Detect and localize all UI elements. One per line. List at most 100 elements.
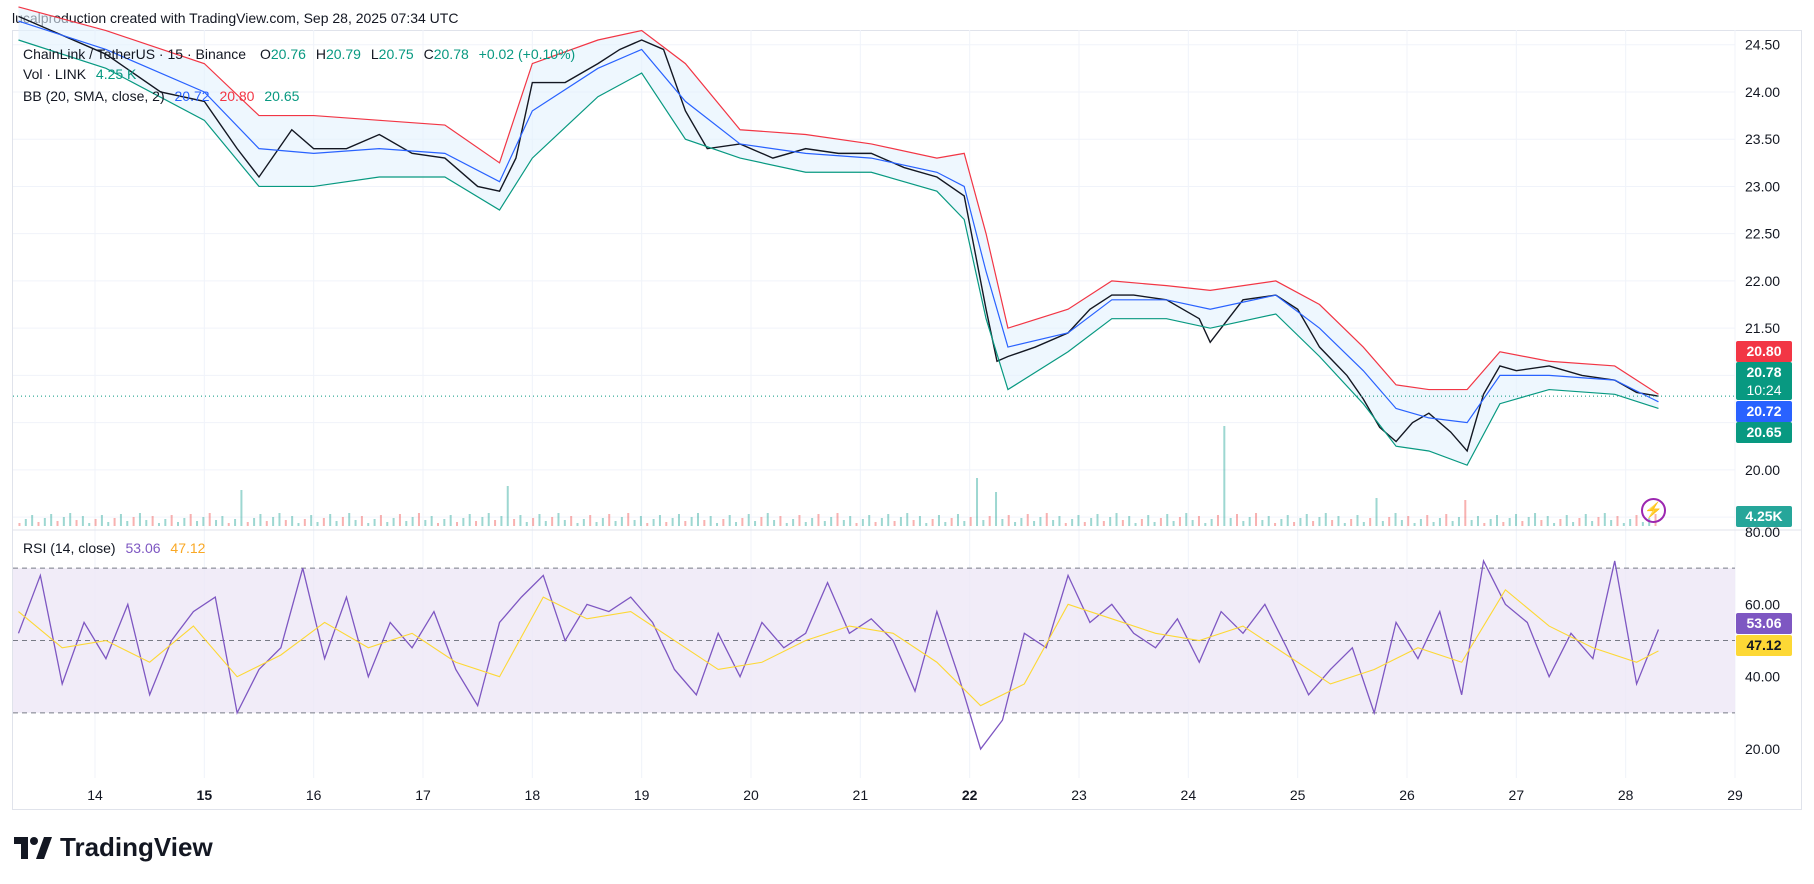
volume-bar: [773, 520, 776, 526]
volume-bar: [481, 517, 484, 526]
volume-bar: [1464, 500, 1467, 526]
volume-bar: [728, 515, 731, 526]
volume-bar: [1432, 522, 1435, 526]
volume-bar: [259, 514, 262, 526]
volume-bar: [208, 513, 211, 526]
volume-bar: [887, 514, 890, 526]
volume-bar: [976, 478, 979, 526]
volume-bar: [1102, 521, 1105, 526]
volume-bar: [1115, 513, 1118, 526]
tradingview-logo-icon: [14, 836, 52, 859]
volume-bar: [100, 515, 103, 526]
lightning-icon[interactable]: ⚡: [1641, 498, 1666, 523]
volume-bar: [75, 520, 78, 526]
volume-bar: [1381, 521, 1384, 526]
volume-bar: [1565, 515, 1568, 526]
legend-rsi[interactable]: RSI (14, close) 53.06 47.12: [23, 540, 211, 556]
volume-bar: [1394, 513, 1397, 526]
volume-bar: [424, 520, 427, 526]
last-price-value: 20.78: [1746, 364, 1782, 380]
volume-bar: [119, 514, 122, 526]
bar-countdown: 10:24: [1746, 382, 1782, 398]
time-tick-label: 27: [1509, 787, 1525, 803]
volume-bar: [1096, 514, 1099, 526]
volume-bar: [56, 521, 59, 526]
volume-bar: [1052, 520, 1055, 526]
volume-bar: [589, 515, 592, 526]
price-tick-label: 23.50: [1745, 131, 1780, 147]
volume-bar: [126, 521, 129, 526]
volume-bar: [1305, 514, 1308, 526]
volume-bar: [284, 520, 287, 526]
price-tick-label: 21.50: [1745, 320, 1780, 336]
volume-bar: [513, 519, 516, 526]
volume-bar: [265, 521, 268, 526]
rsi-tick-label: 60.00: [1745, 596, 1780, 612]
volume-bar: [766, 513, 769, 526]
volume-bar: [367, 523, 370, 526]
rsi-ma-line: [18, 589, 1659, 707]
volume-bar: [329, 514, 332, 526]
volume-bar: [360, 516, 363, 526]
legend-ohlc: ChainLink / TetherUS · 15 · Binance O20.…: [23, 46, 581, 62]
volume-bar: [253, 518, 256, 526]
volume-bar: [868, 515, 871, 526]
volume-bar: [1172, 521, 1175, 526]
volume-bar: [443, 519, 446, 526]
volume-bar: [1261, 520, 1264, 526]
last-price-tag: 20.78 10:24: [1736, 362, 1792, 400]
volume-bar: [341, 517, 344, 526]
volume-bar: [310, 515, 313, 526]
volume-bar: [449, 515, 452, 526]
legend-rsi-ma: 47.12: [170, 540, 206, 556]
volume-bar: [1039, 517, 1042, 526]
volume-bar: [1204, 523, 1207, 526]
legend-volume[interactable]: Vol · LINK 4.25 K: [23, 66, 142, 82]
volume-bar: [1033, 521, 1036, 526]
volume-bar: [1502, 522, 1505, 526]
legend-symbol[interactable]: ChainLink / TetherUS · 15 · Binance: [23, 46, 247, 62]
volume-bar: [430, 516, 433, 526]
chart-attribution: lucalproduction created with TradingView…: [12, 10, 459, 26]
volume-bar: [24, 519, 27, 526]
volume-bar: [151, 516, 154, 526]
volume-bar: [1293, 522, 1296, 526]
volume-bar: [1159, 518, 1162, 526]
volume-bar: [1020, 518, 1023, 526]
legend-l-label: L: [370, 46, 379, 62]
volume-bar: [1388, 517, 1391, 526]
volume-bar: [145, 520, 148, 526]
volume-bar: [1508, 518, 1511, 526]
volume-bar: [1419, 519, 1422, 526]
volume-bar: [1337, 516, 1340, 526]
volume-bar: [1026, 514, 1029, 526]
volume-bar: [1578, 518, 1581, 526]
volume-bar: [918, 516, 921, 526]
volume-bar: [880, 518, 883, 526]
volume-bar: [709, 516, 712, 526]
legend-bb[interactable]: BB (20, SMA, close, 2) 20.72 20.80 20.65: [23, 88, 305, 104]
legend-rsi-label: RSI (14, close): [23, 540, 116, 556]
volume-bar: [183, 518, 186, 526]
volume-bar: [639, 516, 642, 526]
time-tick-label: 18: [525, 787, 541, 803]
time-tick-label: 16: [306, 787, 322, 803]
bb-upper-price-tag: 20.80: [1736, 341, 1792, 362]
volume-bar: [379, 515, 382, 526]
bb-lower-price-tag: 20.65: [1736, 422, 1792, 443]
volume-bar: [1331, 520, 1334, 526]
legend-vol-label: Vol · LINK: [23, 66, 87, 82]
chart-frame[interactable]: [12, 30, 1802, 810]
volume-bar: [576, 523, 579, 526]
volume-bar: [1216, 515, 1219, 526]
volume-bar: [899, 517, 902, 526]
volume-bar: [234, 519, 237, 526]
tradingview-logo[interactable]: TradingView: [14, 832, 213, 863]
volume-bar: [823, 521, 826, 526]
volume-bar: [1077, 515, 1080, 526]
volume-bar: [303, 519, 306, 526]
volume-bar: [1559, 519, 1562, 526]
volume-bar: [925, 523, 928, 526]
volume-bar: [1527, 517, 1530, 526]
